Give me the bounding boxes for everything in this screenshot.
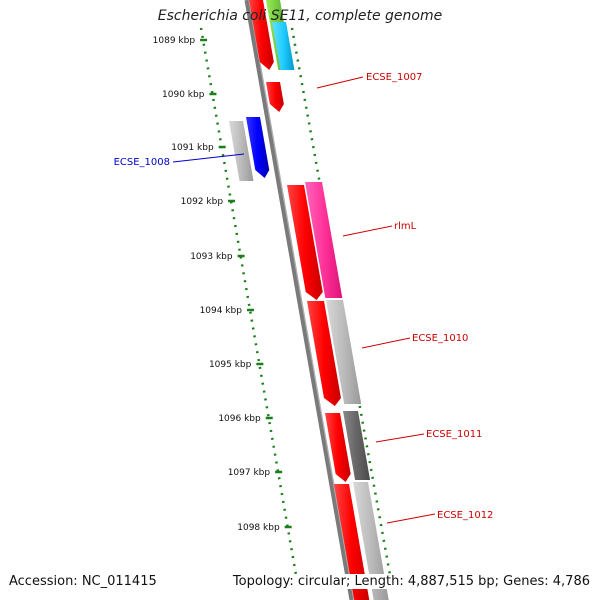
inner-ruler-line xyxy=(199,27,298,576)
gene-label: ECSE_1008 xyxy=(114,157,170,168)
gene-feature xyxy=(307,301,341,406)
kbp-tick-label: 1090 kbp xyxy=(162,90,205,100)
kbp-tick-label: 1089 kbp xyxy=(153,36,196,46)
accession-text: Accession: NC_011415 xyxy=(9,574,157,589)
gene-features xyxy=(229,0,389,600)
kbp-ticks: 1089 kbp 1090 kbp 1091 kbp 1092 kbp 1093 kbp… xyxy=(153,36,302,587)
gene-feature xyxy=(353,482,389,600)
gene-feature xyxy=(246,117,270,178)
gene-label: ECSE_1011 xyxy=(426,429,482,440)
gene-labels: ECSE_1007 ECSE_1008 rlmL ECSE_1010 ECSE_1011… xyxy=(114,72,493,524)
gene-feature xyxy=(326,300,362,404)
gene-leader-line xyxy=(172,153,245,163)
gene-feature xyxy=(266,82,284,112)
gene-label: rlmL xyxy=(394,221,417,232)
gene-feature xyxy=(229,121,254,181)
gene-leader-line xyxy=(375,433,425,443)
gene-label: ECSE_1007 xyxy=(366,72,422,83)
kbp-tick-label: 1096 kbp xyxy=(218,414,261,424)
kbp-tick-label: 1095 kbp xyxy=(209,360,252,370)
genome-backbone xyxy=(244,0,355,600)
genome-backbone-highlight xyxy=(248,0,355,600)
gene-feature xyxy=(325,413,351,482)
gene-label: ECSE_1012 xyxy=(437,510,493,521)
gene-leader-line xyxy=(316,76,364,89)
organism-name: Escherichia coli xyxy=(157,8,267,24)
gene-feature xyxy=(343,411,371,480)
gene-label: ECSE_1010 xyxy=(412,333,468,344)
kbp-tick-label: 1098 kbp xyxy=(237,523,280,533)
kbp-tick-label: 1091 kbp xyxy=(171,143,214,153)
gene-leader-line xyxy=(386,513,436,524)
gene-feature xyxy=(272,22,295,70)
gene-feature xyxy=(334,484,370,600)
kbp-tick-label: 1097 kbp xyxy=(228,468,271,478)
map-title: Escherichia coli SE11, complete genome xyxy=(0,8,600,24)
topology-text: Topology: circular; Length: 4,887,515 bp… xyxy=(232,574,590,589)
gene-feature xyxy=(249,0,274,70)
gene-leader-line xyxy=(342,225,393,237)
title-rest: SE11, complete genome xyxy=(266,8,443,24)
gene-leader-line xyxy=(361,337,411,349)
gene-feature xyxy=(287,185,323,300)
gene-feature xyxy=(305,182,343,298)
kbp-tick-label: 1093 kbp xyxy=(190,252,233,262)
kbp-tick-label: 1094 kbp xyxy=(200,306,243,316)
kbp-tick-label: 1092 kbp xyxy=(181,197,224,207)
